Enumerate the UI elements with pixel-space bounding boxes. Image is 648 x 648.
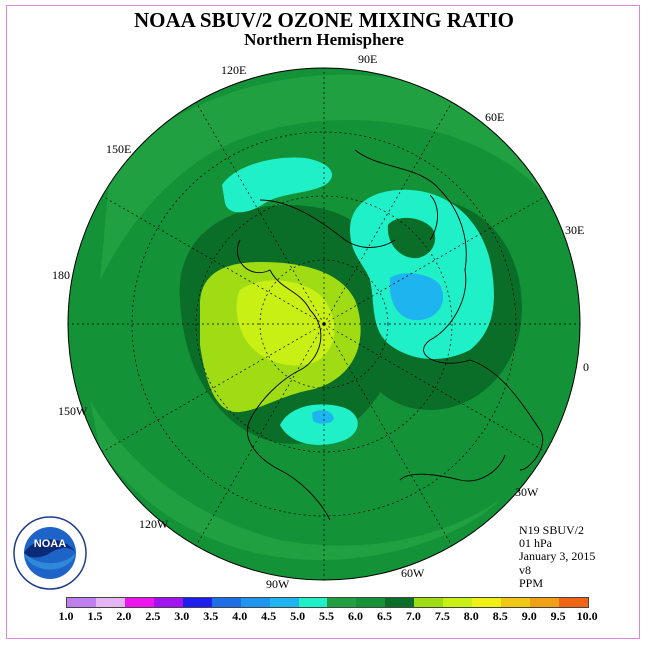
colorbar-swatch [153, 598, 183, 607]
colorbar-labels: 1.0 1.5 2.0 2.5 3.0 3.5 4.0 4.5 5.0 5.5 6.0 6.5 7.0 7… [0, 609, 648, 623]
colorbar-swatch [356, 598, 386, 607]
colorbar-swatch [211, 598, 241, 607]
colorbar-tick-label: 3.5 [203, 609, 219, 623]
lon-label-0: 0 [583, 360, 589, 374]
colorbar-swatch [182, 598, 212, 607]
colorbar-tick-label: 9.5 [550, 609, 566, 623]
colorbar [66, 597, 589, 608]
colorbar-tick-label: 10.0 [576, 609, 598, 623]
colorbar-tick-label: 8.5 [492, 609, 508, 623]
info-instrument: N19 SBUV/2 [519, 523, 585, 537]
colorbar-tick-label: 6.0 [348, 609, 363, 623]
map-boundary [67, 67, 581, 581]
colorbar-swatch [327, 598, 357, 607]
lon-label-120w: 120W [139, 517, 169, 531]
colorbar-tick-label: 5.5 [319, 609, 335, 623]
lon-label-90e: 90E [358, 52, 378, 66]
lon-label-30e: 30E [565, 223, 585, 237]
colorbar-tick-label: 4.5 [261, 609, 277, 623]
field-7.0-7.5 [236, 280, 335, 366]
colorbar-swatch [95, 598, 125, 607]
colorbar-swatch [240, 598, 270, 607]
colorbar-swatch [414, 598, 444, 607]
field-4.5-5.0 [350, 189, 494, 360]
info-units: PPM [519, 575, 544, 590]
colorbar-tick-label: 5.0 [290, 609, 306, 623]
colorbar-tick-label: 3.0 [174, 609, 190, 623]
colorbar-swatch [443, 598, 473, 607]
colorbar-tick-label: 9.0 [521, 609, 537, 623]
info-date: January 3, 2015 [519, 549, 596, 564]
page-title: NOAA SBUV/2 OZONE MIXING RATIO [134, 8, 514, 32]
info-panel: N19 SBUV/2 01 hPa January 3, 2015 v8 PPM [519, 523, 596, 590]
lon-label-30w: 30W [515, 485, 539, 499]
page-subtitle: Northern Hemisphere [244, 30, 404, 49]
colorbar-swatch [472, 598, 502, 607]
field-4.0-4.5 [389, 273, 444, 321]
colorbar-swatch [298, 598, 328, 607]
colorbar-tick-label: 6.5 [376, 609, 392, 623]
colorbar-swatch [530, 598, 559, 607]
colorbar-swatch [67, 598, 96, 607]
colorbar-swatch [124, 598, 154, 607]
lon-label-60e: 60E [485, 110, 505, 124]
colorbar-tick-label: 7.0 [405, 609, 421, 623]
colorbar-swatch [385, 598, 415, 607]
colorbar-tick-label: 8.0 [463, 609, 479, 623]
lon-label-60w: 60W [401, 566, 425, 580]
info-version: v8 [519, 562, 531, 577]
colorbar-tick-label: 2.5 [145, 609, 161, 623]
page-frame [6, 5, 640, 639]
colorbar-tick-label: 4.0 [232, 609, 248, 623]
colorbar-tick-label: 1.5 [87, 609, 103, 623]
colorbar-swatch [269, 598, 299, 607]
info-pressure: 01 hPa [519, 536, 552, 551]
colorbar-tick-label: 2.0 [116, 609, 132, 623]
lon-label-120e: 120E [221, 63, 247, 77]
lon-label-90w: 90W [266, 577, 290, 591]
lon-label-150e: 150E [106, 142, 132, 156]
lon-label-180: 180 [52, 268, 70, 282]
field-5.0-5.5 [100, 74, 575, 280]
colorbar-swatch [501, 598, 530, 607]
lon-label-150w: 150W [58, 404, 88, 418]
colorbar-tick-label: 1.0 [58, 609, 74, 623]
colorbar-swatch [558, 598, 588, 607]
colorbar-tick-label: 7.5 [434, 609, 450, 623]
